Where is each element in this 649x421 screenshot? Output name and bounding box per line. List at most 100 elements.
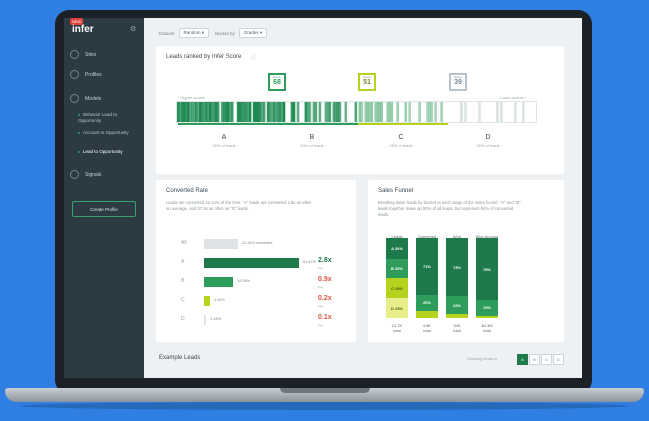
sidebar-item-label: Profiles — [85, 71, 102, 78]
infer-logo[interactable]: infer — [72, 24, 94, 35]
sidebar-subitem-account[interactable]: Account to Opportunity — [78, 130, 140, 136]
grade-letter: C — [398, 134, 404, 141]
heatmap-strip — [280, 102, 284, 122]
score-label: Score — [454, 75, 462, 79]
funnel-total-label: total — [393, 328, 401, 333]
sidebar-item-profiles[interactable]: Profiles — [70, 70, 102, 79]
heatmap-strip — [374, 102, 377, 122]
heatmap-strip — [478, 102, 481, 122]
heatmap-strip — [220, 102, 224, 122]
grade-letter: B — [309, 134, 315, 141]
converted-pct: 61.67% — [303, 260, 316, 264]
sidebar-item-models[interactable]: Models — [70, 94, 101, 103]
multiplier-unit: avg — [318, 304, 323, 308]
row-grade: All — [181, 240, 187, 246]
heatmap-strip — [428, 102, 431, 122]
new-badge: NEW — [70, 18, 84, 25]
funnel-column: 78% 19% — [476, 238, 498, 318]
multiplier: 0.2x avg — [318, 295, 336, 309]
page-button-a[interactable]: A — [517, 354, 528, 365]
heatmap-strip — [216, 102, 220, 122]
heatmap-strip — [240, 102, 244, 122]
page-button-b[interactable]: B — [529, 354, 540, 365]
heatmap-strip — [194, 102, 198, 122]
score-label: Score — [363, 75, 371, 79]
heatmap-strip — [224, 102, 228, 122]
heatmap-strip — [290, 102, 294, 122]
bucket-select[interactable]: Grades ▾ — [238, 28, 268, 38]
heatmap-strip — [380, 102, 383, 122]
heatmap-strip — [230, 102, 234, 122]
funnel-column: 73% 22% — [446, 238, 468, 318]
converted-row: C 4.05% 0.2x avg — [166, 295, 336, 309]
score-value: 51 — [363, 79, 371, 86]
heatmap-strip — [338, 102, 342, 122]
heatmap-strip — [202, 102, 206, 122]
heatmap-strip — [292, 102, 296, 122]
heatmap-strip — [360, 102, 364, 122]
page-button-d[interactable]: D — [553, 354, 564, 365]
heatmap-strip — [460, 102, 463, 122]
bucket-label: Bucket by — [215, 30, 235, 36]
heatmap-strip — [185, 102, 188, 122]
multiplier-unit: avg — [318, 266, 323, 270]
converted-bar — [204, 258, 299, 268]
sidebar-item-label: Sites — [85, 51, 97, 58]
funnel-title: Sales Funnel — [378, 188, 414, 194]
gear-icon[interactable]: ⚙ — [130, 26, 137, 33]
heatmap-strip — [274, 102, 278, 122]
heatmap-strip — [390, 102, 393, 122]
funnel-column: A 26% B 26% C 25% D 25% — [386, 238, 408, 318]
heatmap-strip — [278, 102, 282, 122]
info-icon[interactable]: ⓘ — [251, 55, 257, 61]
bullet-icon — [78, 131, 80, 134]
heatmap-strip — [272, 102, 276, 122]
converted-desc: Leads are converted 22.14% of the time. … — [166, 200, 351, 212]
page-button-c[interactable]: C — [541, 354, 552, 365]
heatmap-strip — [210, 102, 214, 122]
score-heatmap — [176, 101, 537, 123]
dataset-select[interactable]: Random ▾ — [178, 28, 210, 38]
converted-bar — [204, 277, 234, 287]
funnel-column-head: Won Amount — [475, 234, 499, 239]
sidebar-subitem-behavior[interactable]: Behavior Lead to Opportunity — [78, 112, 140, 124]
funnel-total-value: 645 — [453, 323, 461, 328]
heatmap-strip — [328, 102, 332, 122]
heatmap-strip — [522, 102, 525, 122]
funnel-total-value: $4.3M — [481, 323, 493, 328]
heatmap-strip — [386, 102, 389, 122]
multiplier: 0.9x avg — [318, 276, 336, 290]
heatmap-strip — [326, 102, 330, 122]
multiplier-value: 0.9x — [318, 276, 332, 283]
heatmap-strip — [262, 102, 266, 122]
funnel-total-label: total — [483, 328, 491, 333]
heatmap-strip — [226, 102, 230, 122]
heatmap-strip — [318, 102, 322, 122]
multiplier-unit: avg — [318, 323, 323, 327]
funnel-segment — [476, 315, 498, 318]
sidebar-item-signals[interactable]: Signals — [70, 170, 101, 179]
heatmap-strip — [200, 102, 204, 122]
heatmap-strip — [270, 102, 274, 122]
score-value: 68 — [273, 79, 281, 86]
higher-scores-text: Higher scores — [180, 95, 206, 100]
showing-leads-label: Showing leads in — [467, 356, 498, 361]
sidebar-item-sites[interactable]: Sites — [70, 50, 96, 59]
heatmap-strip — [196, 102, 200, 122]
heatmap-strip — [177, 102, 180, 122]
heatmap-strip — [308, 102, 312, 122]
sidebar-subitem-lead[interactable]: Lead to Opportunity — [78, 149, 140, 155]
globe-icon — [70, 50, 79, 59]
converted-pct: 19.28% — [237, 279, 250, 283]
heatmap-strip — [179, 102, 182, 122]
score-value: 39 — [454, 79, 462, 86]
heatmap-strip — [434, 102, 437, 122]
create-profile-button[interactable]: Create Profile — [72, 201, 136, 217]
grade-letter: D — [485, 134, 491, 141]
dataset-label: Dataset — [159, 30, 175, 36]
funnel-column-head: Leads — [391, 234, 403, 239]
converted-row: D 1.55% 0.1x avg — [166, 314, 336, 327]
funnel-segment: C 25% — [386, 278, 408, 298]
heatmap-strip — [364, 102, 368, 122]
converted-title: Converted Rate — [166, 188, 209, 194]
